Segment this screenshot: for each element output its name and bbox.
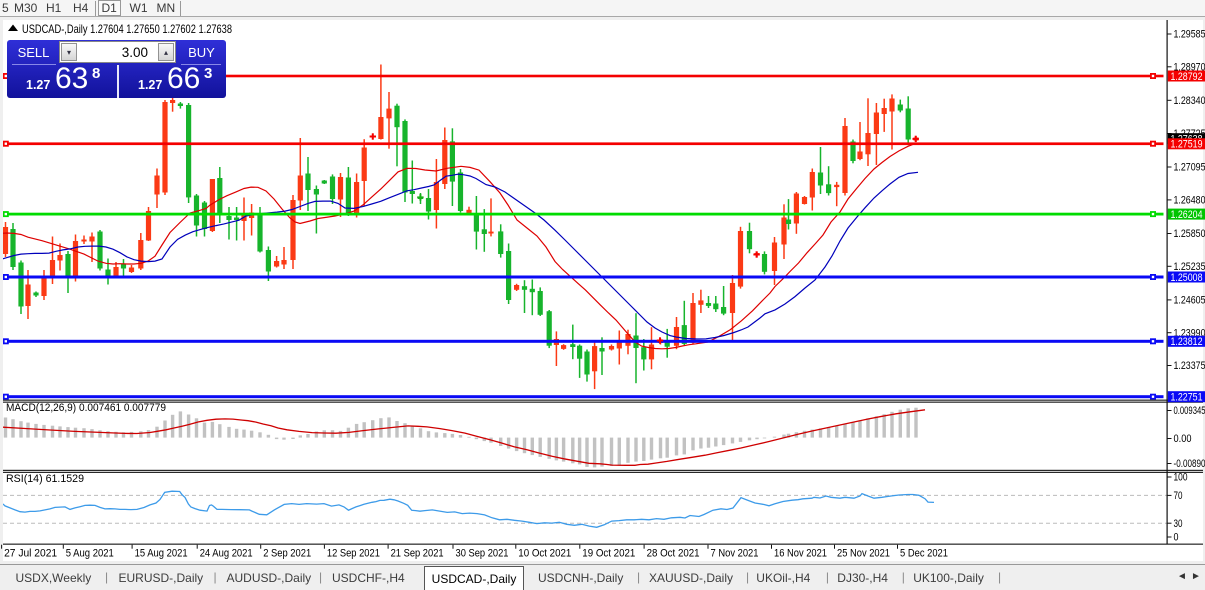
svg-text:0.00: 0.00: [1174, 433, 1192, 445]
svg-text:100: 100: [1174, 472, 1188, 484]
svg-text:15 Aug 2021: 15 Aug 2021: [135, 548, 188, 560]
svg-text:1.27095: 1.27095: [1174, 162, 1205, 174]
svg-text:25 Nov 2021: 25 Nov 2021: [837, 548, 890, 560]
svg-text:28 Oct 2021: 28 Oct 2021: [647, 548, 700, 560]
svg-text:-0.00890: -0.00890: [1174, 458, 1205, 470]
svg-text:12 Sep 2021: 12 Sep 2021: [327, 548, 380, 560]
svg-text:30: 30: [1174, 518, 1183, 530]
svg-text:MACD(12,26,9) 0.007461 0.00777: MACD(12,26,9) 0.007461 0.007779: [6, 402, 166, 414]
svg-text:1.29585: 1.29585: [1174, 29, 1205, 41]
svg-text:1.23812: 1.23812: [1171, 336, 1203, 348]
svg-text:7 Nov 2021: 7 Nov 2021: [711, 548, 759, 560]
svg-text:30 Sep 2021: 30 Sep 2021: [456, 548, 509, 560]
svg-text:1.26480: 1.26480: [1174, 195, 1205, 207]
svg-text:70: 70: [1174, 490, 1183, 502]
svg-text:5 Aug 2021: 5 Aug 2021: [66, 548, 114, 560]
svg-text:27 Jul 2021: 27 Jul 2021: [4, 548, 57, 560]
svg-text:1.24605: 1.24605: [1174, 295, 1205, 307]
svg-text:0: 0: [1174, 532, 1179, 544]
svg-text:5 Dec 2021: 5 Dec 2021: [900, 548, 948, 560]
svg-text:0.009345: 0.009345: [1174, 405, 1205, 417]
svg-text:1.28340: 1.28340: [1174, 95, 1205, 107]
svg-text:21 Sep 2021: 21 Sep 2021: [391, 548, 444, 560]
svg-text:1.25850: 1.25850: [1174, 228, 1205, 240]
svg-text:1.28792: 1.28792: [1171, 71, 1203, 83]
svg-text:2 Sep 2021: 2 Sep 2021: [263, 548, 311, 560]
svg-text:RSI(14) 61.1529: RSI(14) 61.1529: [6, 473, 84, 485]
svg-text:10 Oct 2021: 10 Oct 2021: [518, 548, 571, 560]
svg-text:19 Oct 2021: 19 Oct 2021: [582, 548, 635, 560]
svg-text:24 Aug 2021: 24 Aug 2021: [200, 548, 253, 560]
svg-text:1.22751: 1.22751: [1171, 392, 1203, 404]
svg-text:16 Nov 2021: 16 Nov 2021: [774, 548, 827, 560]
svg-text:1.26204: 1.26204: [1171, 209, 1203, 221]
svg-text:1.25008: 1.25008: [1171, 272, 1203, 284]
svg-text:1.27519: 1.27519: [1171, 139, 1203, 151]
svg-text:1.23375: 1.23375: [1174, 360, 1205, 372]
svg-text:USDCAD-,Daily 1.27604 1.27650: USDCAD-,Daily 1.27604 1.27650 1.27602 1.…: [22, 22, 232, 36]
